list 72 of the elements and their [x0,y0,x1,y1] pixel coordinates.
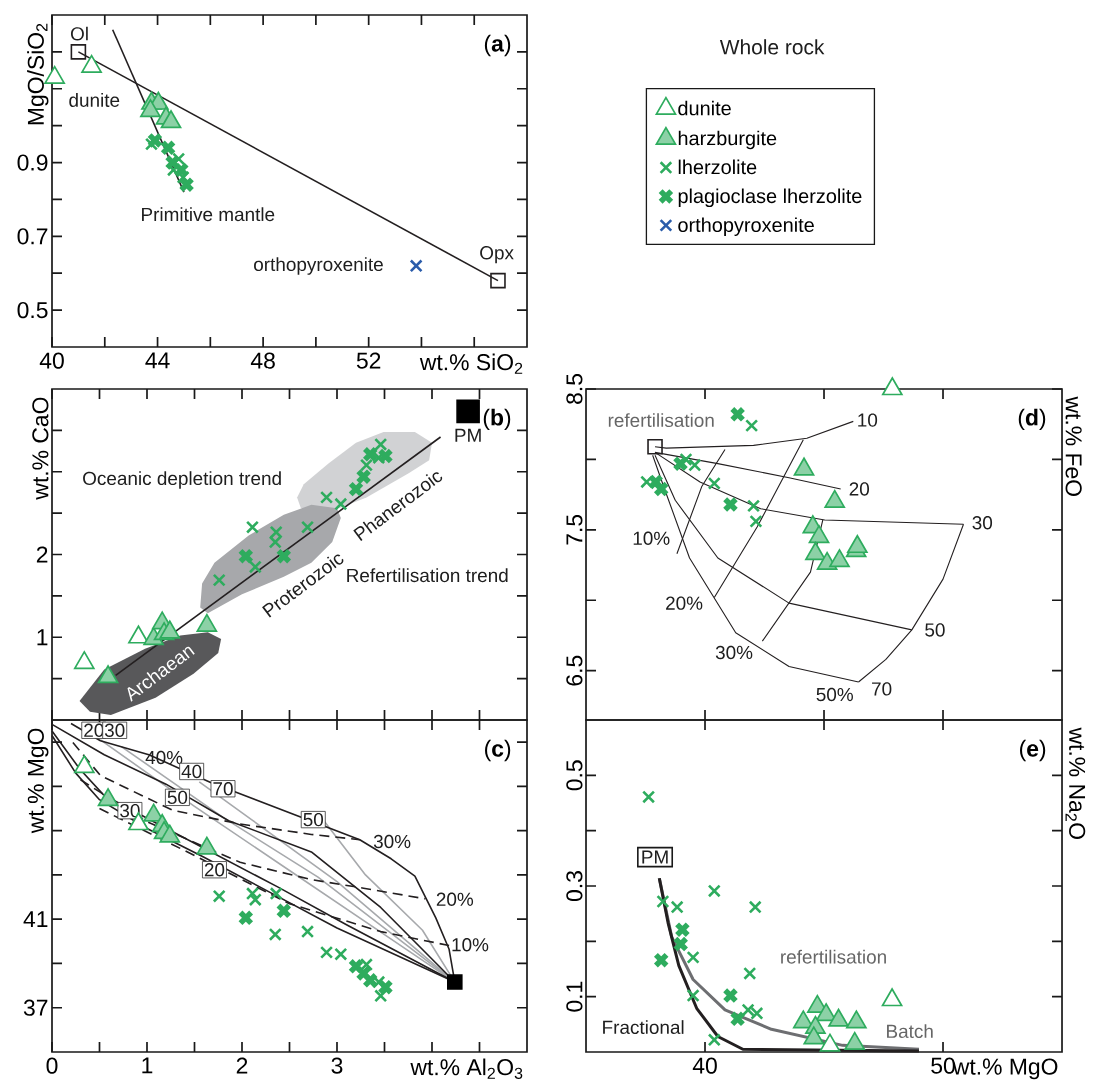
legend-label: plagioclase lherzolite [678,188,862,208]
x-axis-title: wt.% SiO$_{2}$ [419,353,523,374]
annotation: 10% [633,531,670,545]
annotation: 30 [104,723,125,737]
annotation: 20% [436,892,474,906]
annotation: Opx [480,246,514,264]
annotation: 20 [849,482,870,496]
x-tick-label: 0 [46,1057,58,1074]
x-tick-label: 1 [142,1057,153,1074]
annotation: refertilisation [608,413,714,428]
y-axis-title: wt.% CaO [32,397,49,500]
annotation: 70 [213,782,233,796]
x-tick-label: 48 [250,352,275,369]
annotation: orthopyroxenite [254,257,383,275]
y-axis-title: wt.% Na$_{2}$O [1065,727,1086,839]
x-tick-label: 2 [236,1057,248,1074]
y-tick-label: 37 [23,999,48,1016]
text: (d) [1018,408,1046,431]
text: (e) [1020,739,1046,762]
legend-label: orthopyroxenite [678,217,814,236]
y-tick-label: 7.5 [566,514,583,545]
annotation: 30% [715,645,753,660]
annotation: 50 [925,623,945,637]
x-axis-title: wt.% Al$_{2}$O$_{3}$ [410,1058,523,1079]
x-tick-label: 50 [931,1057,955,1074]
x-tick-label: 40 [39,352,64,369]
legend-label: harzburgite [678,130,777,150]
text: (b) [483,408,511,431]
annotation: Batch [887,1024,933,1039]
y-axis-title: MgO/SiO$_{2}$ [27,23,49,125]
y-tick-label: 0.1 [566,981,583,1012]
annotation: 70 [872,682,892,696]
annotation: Refertilisation trend [347,568,508,583]
y-tick-label: 6.5 [566,655,583,686]
y-tick-label: 2 [36,546,48,563]
x-tick-label: 44 [145,352,170,369]
y-tick-label: 1 [37,629,48,646]
annotation: PM [642,850,668,864]
annotation: 10% [452,938,489,952]
legend-label: lherzolite [678,159,757,175]
annotation: Fractional [603,1020,684,1035]
x-tick-label: 40 [692,1057,717,1074]
x-tick-label: 3 [331,1057,343,1074]
y-tick-label: 0.9 [17,154,48,171]
annotation: 40 [181,764,202,779]
legend-label: dunite [678,100,731,116]
annotation: Oceanic depletion trend [83,471,281,489]
annotation: refertilisation [781,949,886,964]
x-tick-label: 52 [356,352,381,369]
annotation: 10 [858,413,878,427]
annotation: Primitive mantle [142,207,275,222]
annotation: 50 [167,790,188,805]
y-tick-label: 41 [23,911,48,928]
y-tick-label: 0.5 [566,760,583,791]
annotation: 20 [204,863,225,877]
y-tick-label: 0.3 [566,871,583,902]
text: (c) [485,739,511,762]
annotation: 30% [373,834,411,849]
annotation: 20% [666,596,703,610]
annotation: Ol [70,26,88,41]
annotation: 50% [816,687,853,702]
annotation: dunite [69,93,120,107]
y-axis-title: wt.% FeO [1065,396,1082,496]
y-tick-label: 0.5 [17,301,48,319]
legend-title: Whole rock [719,39,825,55]
annotation: 50 [303,812,324,827]
annotation: 30 [972,516,993,530]
text: (a) [484,34,511,57]
y-tick-label: 0.7 [17,228,48,245]
annotation: PM [455,428,481,442]
y-tick-label: 8.5 [566,374,583,404]
y-axis-title: wt.% MgO [27,728,49,834]
